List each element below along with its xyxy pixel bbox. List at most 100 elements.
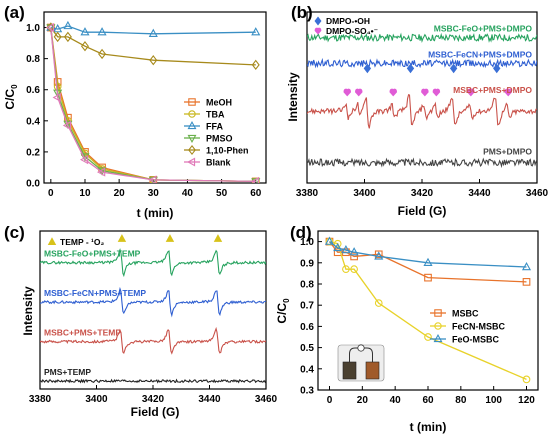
data-point-fecn-msbc	[333, 239, 342, 248]
data-point-ffa	[148, 28, 158, 37]
panel-label-a: (a)	[4, 3, 25, 22]
data-point-feo-msbc	[341, 244, 351, 254]
data-point-blank	[45, 22, 55, 33]
x-tick-label-b: 3380	[296, 188, 319, 199]
y-tick-label-a: 0.0	[26, 179, 40, 190]
x-tick-label-c: 3460	[255, 394, 278, 405]
trace-msbc-feo-pms-temp	[40, 248, 266, 278]
data-point-fecn-msbc	[522, 375, 531, 384]
legend-label-1-10-phen: 1,10-Phen	[206, 146, 249, 156]
y-tick-label-a: 1.0	[26, 23, 40, 34]
dmpo-oh-marker	[406, 63, 415, 74]
y-tick-label-a: 0.6	[26, 85, 40, 96]
reactor-illustration	[337, 344, 385, 382]
trace-label-msbc-pms-dmpo: MSBC+PMS+DMPO	[453, 85, 532, 95]
trace-label-msbc-feo-pms-temp: MSBC-FeO+PMS+TEMP	[44, 249, 141, 259]
legend-marker-temp	[47, 237, 57, 245]
legend-label-msbc: MSBC	[452, 309, 479, 319]
temp-1o2-marker	[213, 234, 223, 242]
x-axis-title-a: t (min)	[137, 206, 174, 220]
temp-1o2-marker	[117, 234, 127, 242]
y-tick-label-d: 0.7	[300, 301, 314, 312]
data-point-fecn-msbc	[424, 333, 432, 341]
data-point-msbc	[374, 250, 383, 259]
dmpo-oh-marker	[363, 63, 372, 74]
data-point-blank	[250, 176, 259, 183]
data-point-blank	[148, 175, 157, 183]
legend-marker-blank	[187, 157, 196, 167]
series-line-1-10-phen	[50, 27, 256, 66]
trace-label-pms-temp: PMS+TEMP	[44, 367, 91, 377]
y-tick-label-a: 0.2	[26, 147, 40, 158]
y-axis-title-a-main: C/C	[3, 89, 17, 110]
legend-label-tba: TBA	[206, 110, 225, 120]
y-tick-label-a: 0.8	[26, 54, 40, 65]
series-line-msbc	[328, 241, 527, 283]
x-tick-label-d: 0	[327, 395, 333, 406]
trace-pms-dmpo	[307, 157, 537, 169]
panel-label-d: (d)	[290, 223, 312, 242]
data-point-feo-msbc	[349, 247, 359, 256]
x-axis-title-b: Field (G)	[398, 204, 447, 218]
legend-marker-feo-msbc	[433, 334, 443, 343]
y-axis-title-a: C/C0	[3, 84, 19, 110]
y-tick-label-d: 0.4	[300, 364, 314, 375]
legend-marker-1-10-phen	[188, 144, 196, 156]
dmpo-so4-marker	[389, 88, 398, 97]
dmpo-so4-marker	[467, 88, 475, 97]
data-point-pmso	[53, 89, 63, 98]
x-tick-label-a: 40	[182, 188, 194, 199]
x-tick-label-d: 60	[422, 395, 434, 406]
data-point-1-10-phen	[251, 59, 260, 71]
x-tick-label-d: 80	[455, 395, 467, 406]
trace-label-msbc-fecn-pms-temp: MSBC-FeCN+PMS+TEMP	[44, 288, 146, 298]
trace-label-msbc-pms-temp: MSBC+PMS+TEMP	[44, 328, 121, 338]
legend-marker-msbc	[434, 309, 442, 317]
data-point-feo-msbc	[324, 236, 335, 245]
x-tick-label-b: 3440	[468, 188, 491, 199]
legend-label-blank: Blank	[206, 158, 232, 168]
data-point-fecn-msbc	[374, 299, 383, 307]
legend-label-diamond: DMPO-•OH	[326, 16, 370, 26]
data-point-feo-msbc	[521, 261, 532, 271]
y-tick-label-a: 0.4	[26, 116, 40, 127]
y-axis-title-d-main: C/C	[275, 303, 289, 324]
data-point-blank	[96, 167, 106, 177]
data-point-1-10-phen	[80, 41, 89, 52]
y-axis-title-a-sub: 0	[10, 84, 19, 89]
y-tick-label-d: 0.3	[300, 386, 314, 397]
trace-label-msbc-feo-pms-dmpo: MSBC-FeO+PMS+DMPO	[434, 24, 533, 34]
temp-1o2-marker	[165, 234, 175, 242]
series-line-ffa	[50, 25, 256, 35]
data-point-blank	[52, 92, 61, 103]
data-point-feo-msbc	[423, 257, 433, 266]
legend-label-temp: TEMP - ¹O₂	[60, 237, 104, 247]
trace-pms-temp	[40, 378, 266, 384]
data-point-ffa	[63, 20, 73, 30]
data-point-feo-msbc	[374, 251, 384, 260]
data-point-msbc	[350, 252, 358, 261]
data-point-msbc	[522, 278, 531, 286]
y-tick-label-d: 1.0	[300, 237, 314, 248]
legend-label-fecn-msbc: FeCN-MSBC	[452, 322, 505, 332]
panel-d: (d) 0.3 0.4 0.5 0.6 0.7 0.8 0.9 1.0 0 20 40 60 80 10…	[275, 223, 539, 434]
y-tick-label-d: 0.6	[300, 322, 314, 333]
trace-msbc-pms-dmpo	[307, 93, 537, 129]
dmpo-so4-marker	[354, 88, 363, 97]
x-tick-label-a: 30	[148, 188, 160, 199]
data-point-blank	[79, 155, 89, 165]
x-tick-label-d: 120	[518, 395, 535, 406]
y-axis-title-c: Intensity	[21, 286, 35, 336]
data-point-ffa	[97, 27, 107, 36]
trace-msbc-fecn-pms-temp	[40, 286, 266, 318]
data-point-1-10-phen	[63, 31, 72, 43]
y-tick-label-d: 0.5	[300, 343, 314, 354]
x-tick-label-a: 0	[48, 188, 54, 199]
x-tick-label-d: 40	[390, 395, 402, 406]
x-tick-label-b: 3460	[526, 188, 549, 199]
x-tick-label-c: 3400	[85, 394, 108, 405]
x-tick-label-a: 10	[79, 188, 91, 199]
x-tick-label-c: 3440	[198, 394, 221, 405]
trace-msbc-fecn-pms-dmpo	[307, 57, 537, 69]
data-point-fecn-msbc	[342, 265, 350, 274]
